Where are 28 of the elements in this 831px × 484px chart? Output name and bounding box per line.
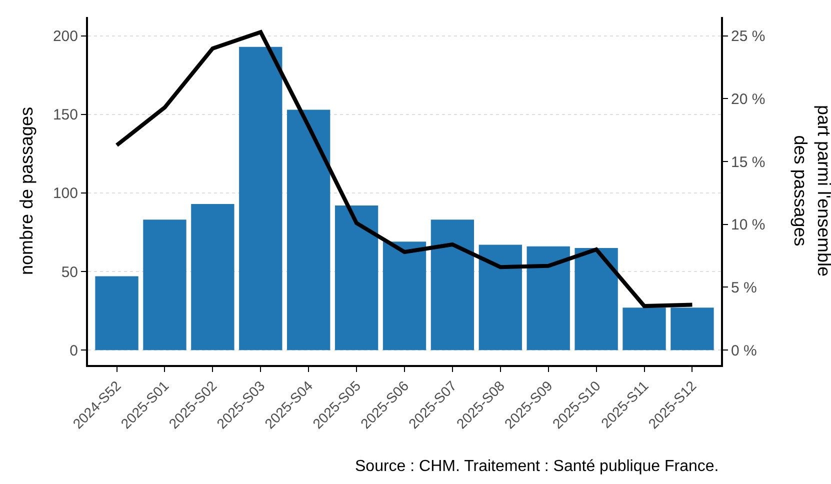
source-note: Source : CHM. Traitement : Santé publique France. <box>355 458 719 475</box>
bar <box>526 246 570 350</box>
y-tick-label: 150 <box>52 106 78 124</box>
y2-tick-label: 20 % <box>731 90 766 108</box>
y2-tick-label: 10 % <box>731 216 766 234</box>
y2-axis-title: part parmi l'ensemble des passages <box>790 105 831 277</box>
y-tick-label: 0 <box>70 342 78 360</box>
bar <box>239 46 282 350</box>
bar <box>191 204 234 350</box>
bar <box>478 244 522 350</box>
y2-tick-label: 0 % <box>731 342 757 360</box>
y-axis-title: nombre de passages <box>16 106 37 276</box>
y2-tick-label: 5 % <box>731 279 757 296</box>
bar <box>622 308 666 350</box>
y-tick-label: 50 <box>61 264 78 281</box>
y-tick-label: 100 <box>52 185 78 202</box>
y-tick-label: 200 <box>52 28 78 46</box>
bar <box>95 276 138 350</box>
y2-tick-label: 15 % <box>731 154 766 171</box>
bar <box>287 110 330 350</box>
line-series <box>114 30 694 308</box>
bar <box>574 248 618 350</box>
bar <box>143 220 186 350</box>
bar <box>670 308 714 350</box>
bar <box>430 220 474 350</box>
y2-tick-label: 25 % <box>731 28 766 46</box>
bar <box>382 242 426 350</box>
bar <box>334 206 378 350</box>
